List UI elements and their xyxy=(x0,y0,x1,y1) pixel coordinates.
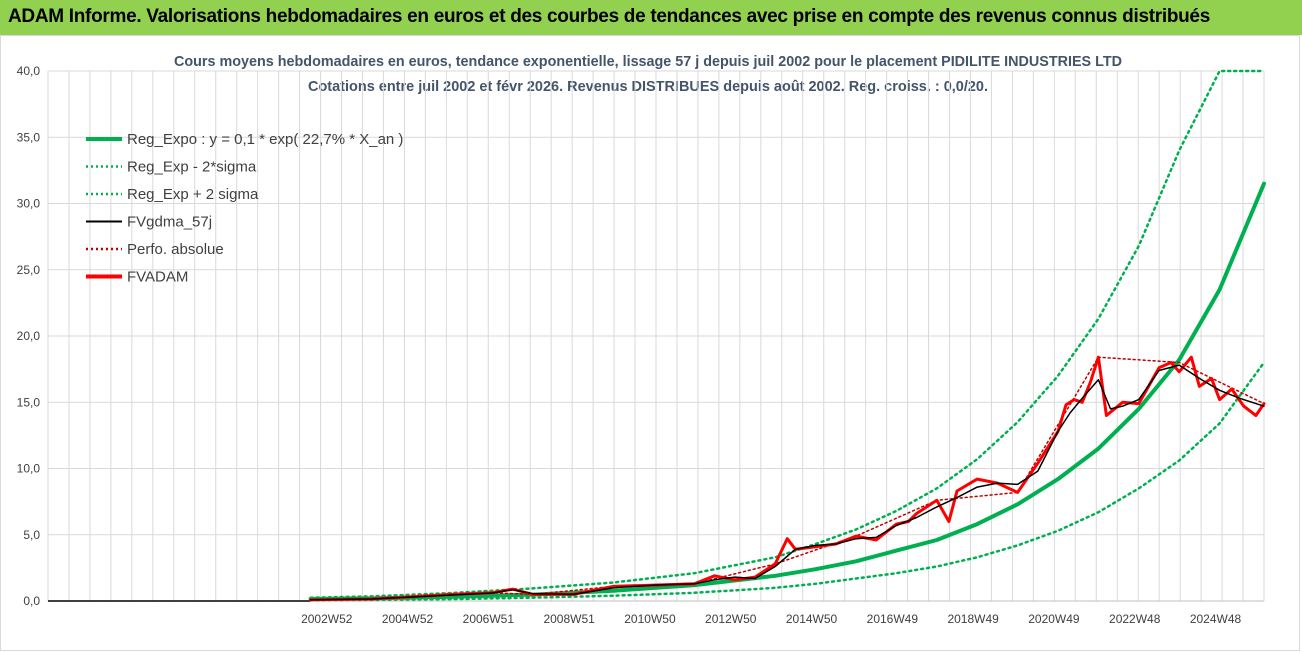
x-tick-label: 2002W52 xyxy=(301,612,353,626)
x-tick-label: 2020W49 xyxy=(1028,612,1080,626)
y-tick-label: 5,0 xyxy=(23,528,40,542)
y-tick-label: 0,0 xyxy=(23,594,40,608)
legend-label: Reg_Exp + 2 sigma xyxy=(127,186,259,203)
legend-label: Reg_Exp - 2*sigma xyxy=(127,159,257,176)
y-tick-label: 25,0 xyxy=(17,263,41,277)
legend: Reg_Expo : y = 0,1 * exp( 22,7% * X_an )… xyxy=(86,131,403,286)
legend-label: FVADAM xyxy=(127,269,188,286)
x-tick-label: 2008W51 xyxy=(543,612,595,626)
x-tick-label: 2010W50 xyxy=(624,612,676,626)
y-tick-label: 15,0 xyxy=(17,395,41,409)
x-tick-label: 2012W50 xyxy=(705,612,757,626)
legend-label: FVgdma_57j xyxy=(127,214,212,231)
x-axis: 2002W52 2004W52 2006W51 2008W51 2010W50 2012W… xyxy=(48,600,1264,626)
y-tick-label: 40,0 xyxy=(17,64,41,78)
chart-title-line2: Cotations entre juil 2002 et févr 2026. … xyxy=(308,78,988,95)
y-axis: 0,0 5,0 10,0 15,0 20,0 25,0 30,0 35,0 40,0 xyxy=(17,64,41,608)
series-fvadam xyxy=(309,355,1266,602)
series-perfo-absolue xyxy=(309,356,1265,601)
header-bar: ADAM Informe. Valorisations hebdomadaire… xyxy=(0,0,1302,35)
x-tick-label: 2016W49 xyxy=(867,612,919,626)
plot-area xyxy=(48,69,1266,602)
y-tick-label: 35,0 xyxy=(17,130,41,144)
y-tick-label: 30,0 xyxy=(17,197,41,211)
chart-title-line1: Cours moyens hebdomadaires en euros, ten… xyxy=(174,53,1122,70)
header-title: ADAM Informe. Valorisations hebdomadaire… xyxy=(8,6,1210,27)
x-tick-label: 2022W48 xyxy=(1109,612,1161,626)
x-tick-label: 2006W51 xyxy=(463,612,515,626)
series-reg-minus-2sigma xyxy=(309,361,1266,602)
legend-label: Reg_Expo : y = 0,1 * exp( 22,7% * X_an ) xyxy=(127,131,403,148)
series-reg-expo xyxy=(308,181,1266,601)
x-tick-label: 2014W50 xyxy=(786,612,838,626)
x-tick-label: 2018W49 xyxy=(947,612,999,626)
y-tick-label: 20,0 xyxy=(17,329,41,343)
grid-lines xyxy=(47,70,1265,602)
series-reg-plus-2sigma xyxy=(309,69,1266,599)
series-fvgdma xyxy=(309,364,1265,601)
x-tick-label: 2024W48 xyxy=(1190,612,1242,626)
y-tick-label: 10,0 xyxy=(17,462,41,476)
x-tick-label: 2004W52 xyxy=(382,612,434,626)
legend-label: Perfo. absolue xyxy=(127,241,224,258)
